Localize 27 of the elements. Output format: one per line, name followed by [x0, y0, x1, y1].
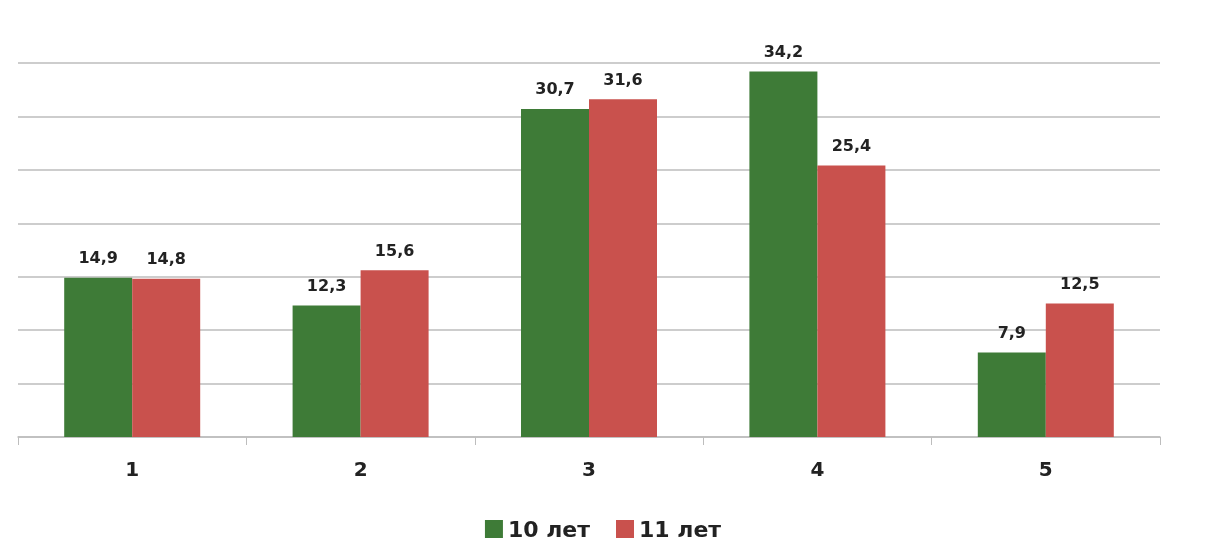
bar: [749, 71, 818, 437]
data-label: 30,7: [535, 79, 575, 99]
data-label: 14,8: [146, 249, 186, 269]
bar: [360, 270, 429, 437]
x-tick-label: 2: [353, 457, 368, 481]
bar: [1045, 303, 1114, 437]
x-tick-label: 1: [125, 457, 140, 481]
bar: [64, 277, 133, 437]
legend-label: 10 лет: [507, 516, 591, 542]
legend-label: 11 лет: [639, 516, 722, 542]
bar: [292, 305, 361, 437]
x-tick-label: 5: [1038, 457, 1053, 481]
bar: [817, 165, 886, 437]
x-tick-label: 3: [582, 457, 596, 481]
bar: [132, 278, 201, 437]
data-label: 15,6: [374, 240, 415, 260]
bar: [521, 108, 589, 437]
data-label: 12,5: [1060, 273, 1100, 293]
x-tick-label: 4: [810, 457, 825, 481]
data-label: 14,9: [78, 248, 118, 268]
bar: [589, 99, 657, 437]
bar: [977, 352, 1046, 437]
data-label: 34,2: [763, 42, 804, 62]
data-label: 7,9: [997, 323, 1026, 343]
data-label: 31,6: [603, 69, 643, 89]
data-label: 25,4: [831, 136, 872, 156]
data-label: 12,3: [306, 276, 347, 296]
